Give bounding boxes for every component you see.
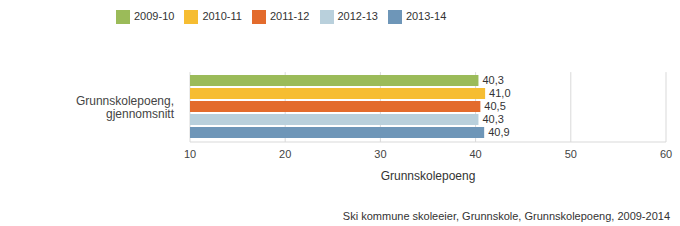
svg-text:Grunnskolepoeng,: Grunnskolepoeng, (76, 94, 174, 108)
html-text:Ski kommune skoleeier, Grunnsk: Ski kommune skoleeier, Grunnskole, Grunn… (342, 210, 670, 222)
svg-text:40,9: 40,9 (488, 126, 509, 138)
svg-text:40,3: 40,3 (482, 74, 503, 86)
svg-text:40: 40 (469, 148, 481, 160)
html-text:2010-11: 2010-11 (202, 10, 242, 22)
svg-text:41,0: 41,0 (489, 87, 510, 99)
html-text:2009-10: 2009-10 (134, 10, 175, 22)
svg-text:60: 60 (660, 148, 672, 160)
svg-text:gjennomsnitt: gjennomsnitt (106, 107, 175, 121)
svg-text:10: 10 (184, 148, 196, 160)
html-text:2013-14: 2013-14 (405, 10, 447, 22)
html-text:2011-12: 2011-12 (269, 10, 310, 22)
svg-text:Grunnskolepoeng: Grunnskolepoeng (381, 169, 476, 183)
svg-text:30: 30 (374, 148, 386, 160)
svg-text:40,5: 40,5 (484, 100, 505, 112)
svg-text:20: 20 (279, 148, 291, 160)
svg-text:50: 50 (565, 148, 577, 160)
svg-text:40,3: 40,3 (482, 113, 503, 125)
html-text:2012-13: 2012-13 (337, 10, 378, 22)
